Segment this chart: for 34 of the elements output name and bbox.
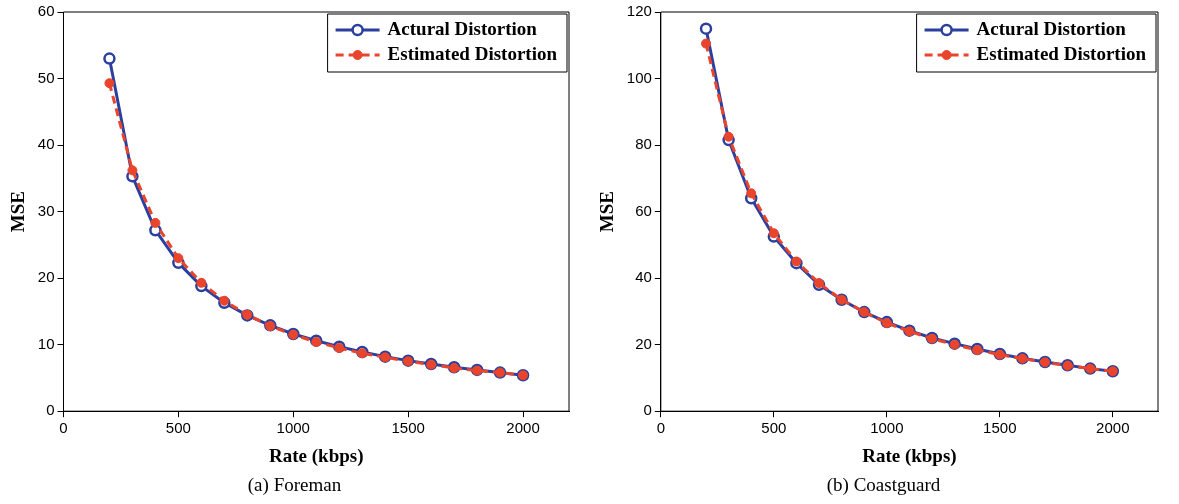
x-tick-label: 1000 — [276, 419, 310, 437]
x-tick-label: 500 — [165, 419, 191, 437]
text: (a) Foreman — [246, 473, 343, 497]
y-tick-label: 0 — [643, 401, 652, 419]
y-tick-label: 0 — [46, 401, 55, 419]
y-tick-label: 40 — [37, 135, 55, 153]
y-axis-title: MSE — [7, 191, 29, 233]
legend-label: Actural Distortion — [976, 17, 1127, 39]
x-tick-label: 0 — [656, 419, 665, 437]
text: (b) Coastguard — [825, 473, 942, 497]
x-tick-label: 0 — [59, 419, 68, 437]
x-tick-label: 500 — [761, 419, 787, 437]
y-axis-title: MSE — [596, 191, 618, 233]
x-axis-title: Rate (kbps) — [269, 444, 364, 467]
legend-label: Estimated Distortion — [976, 42, 1147, 64]
x-tick-label: 1000 — [870, 419, 904, 437]
legend-label: Actural Distortion — [387, 17, 538, 39]
y-tick-label: 50 — [37, 68, 55, 86]
y-tick-label: 40 — [635, 268, 652, 286]
y-tick-label: 80 — [635, 135, 652, 153]
y-tick-label: 10 — [37, 334, 55, 352]
y-tick-label: 20 — [37, 268, 55, 286]
legend-label: Estimated Distortion — [387, 42, 558, 64]
y-tick-label: 100 — [626, 68, 652, 86]
y-tick-label: 20 — [635, 334, 652, 352]
x-tick-label: 1500 — [983, 419, 1017, 437]
y-tick-label: 30 — [37, 201, 55, 219]
y-tick-label: 120 — [626, 2, 652, 20]
x-tick-label: 1500 — [391, 419, 425, 437]
x-tick-label: 2000 — [506, 419, 540, 437]
y-tick-label: 60 — [37, 2, 55, 20]
y-tick-label: 60 — [635, 201, 652, 219]
x-axis-title: Rate (kbps) — [862, 444, 957, 467]
x-tick-label: 2000 — [1096, 419, 1130, 437]
